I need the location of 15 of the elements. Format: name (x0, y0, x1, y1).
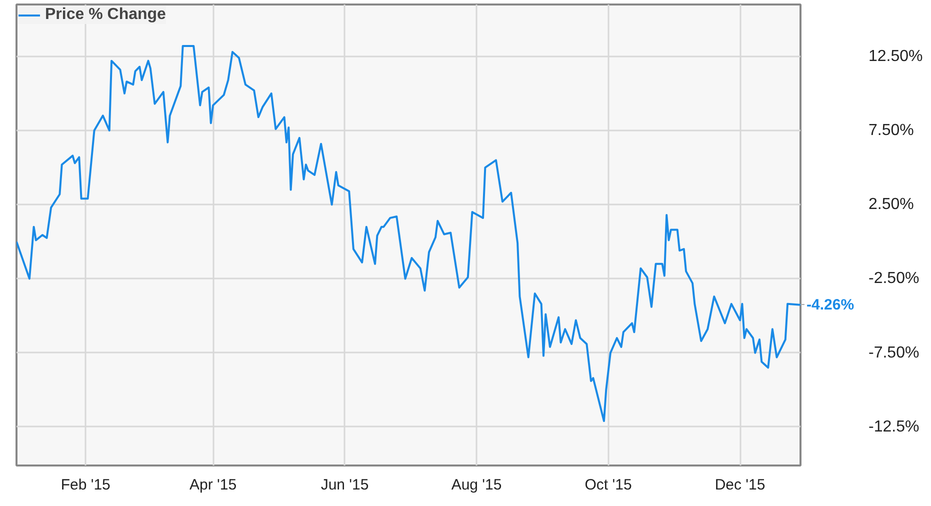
annotation: -4.26% (806, 296, 854, 314)
y-tick-label: -2.50% (868, 270, 920, 288)
x-tick-label: Oct '15 (584, 476, 632, 494)
x-tick-label: Dec '15 (714, 476, 766, 494)
y-tick-label: -12.5% (868, 418, 920, 436)
x-tick-label: Apr '15 (190, 476, 237, 494)
legend-label: Price % Change (45, 6, 166, 24)
y-tick-label: 2.50% (868, 196, 914, 214)
y-tick-label: 7.50% (868, 122, 914, 139)
x-tick-label: Jun '15 (320, 476, 369, 494)
y-tick-label: -7.50% (868, 344, 920, 362)
line-series (16, 45, 800, 422)
x-tick-label: Aug '15 (451, 476, 502, 494)
y-tick-label: 12.50% (868, 48, 923, 65)
x-tick-label: Feb '15 (60, 476, 110, 494)
